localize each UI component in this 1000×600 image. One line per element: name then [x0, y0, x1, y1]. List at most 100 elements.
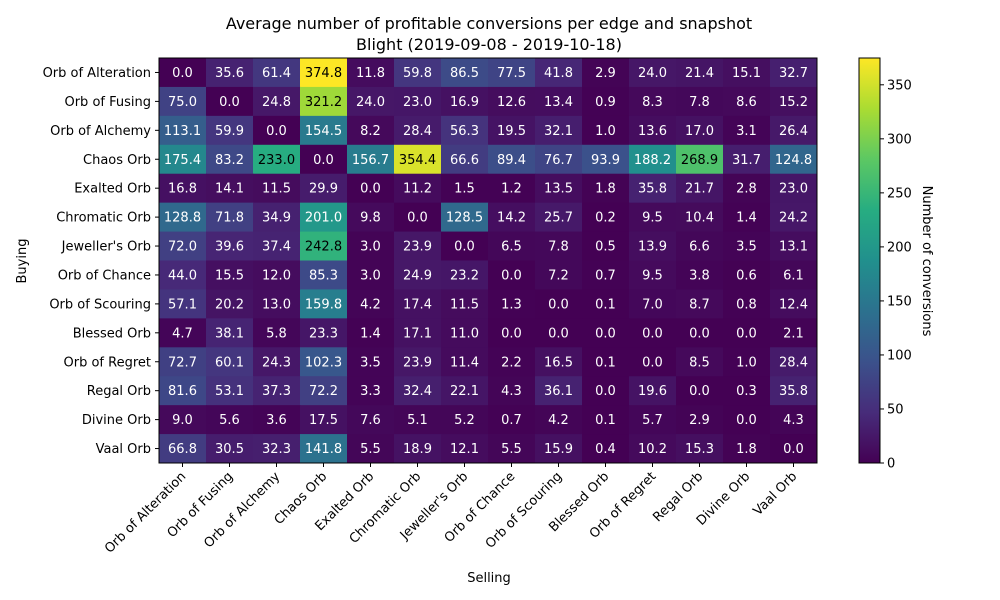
heatmap-cell [300, 347, 348, 377]
cell-value-label: 66.6 [450, 153, 479, 168]
heatmap-cell [206, 289, 254, 319]
heatmap-cell [441, 58, 489, 88]
cell-value-label: 154.5 [305, 124, 342, 139]
cell-value-label: 15.2 [779, 95, 808, 110]
heatmap-cell [206, 376, 254, 406]
cell-value-label: 7.0 [642, 297, 663, 312]
cell-value-label: 35.8 [779, 384, 808, 399]
heatmap-cell [488, 376, 536, 406]
heatmap-cell [488, 347, 536, 377]
y-tick-label: Orb of Chance [58, 268, 151, 283]
cell-value-label: 23.0 [779, 182, 808, 197]
heatmap-cell [488, 289, 536, 319]
cell-value-label: 30.5 [215, 442, 244, 457]
cell-value-label: 5.5 [360, 442, 381, 457]
heatmap-cell [253, 347, 301, 377]
cell-value-label: 4.3 [783, 413, 804, 428]
heatmap-cell [347, 289, 395, 319]
heatmap-cell [770, 58, 818, 88]
heatmap-cell [253, 231, 301, 261]
cell-value-label: 16.9 [450, 95, 479, 110]
cell-value-label: 8.6 [736, 95, 757, 110]
heatmap-cell [159, 115, 207, 146]
heatmap-cell [347, 260, 395, 290]
cell-value-label: 35.6 [215, 66, 244, 81]
cell-value-label: 21.4 [685, 66, 714, 81]
cell-value-label: 2.1 [783, 326, 804, 341]
heatmap-cell [582, 86, 630, 117]
heatmap-cell [159, 376, 207, 406]
cell-value-label: 6.1 [783, 268, 804, 283]
heatmap-cell [723, 260, 771, 290]
cell-value-label: 6.5 [501, 240, 522, 255]
cell-value-label: 0.0 [548, 297, 569, 312]
heatmap-cell [253, 318, 301, 348]
cell-value-label: 0.7 [595, 268, 616, 283]
heatmap-cell [159, 144, 207, 175]
heatmap-cell [723, 376, 771, 406]
cell-value-label: 0.0 [595, 384, 616, 399]
cell-value-label: 44.0 [168, 268, 197, 283]
heatmap-cell [347, 58, 395, 88]
heatmap-cell [723, 318, 771, 348]
heatmap-cell [300, 405, 348, 435]
heatmap-cell [582, 318, 630, 348]
cell-value-label: 15.3 [685, 442, 714, 457]
heatmap-cell [629, 86, 677, 117]
cell-value-label: 0.1 [595, 355, 616, 370]
heatmap-cell [535, 260, 583, 290]
cell-value-label: 128.8 [164, 211, 201, 226]
cell-value-label: 32.7 [779, 66, 808, 81]
cell-value-label: 29.9 [309, 182, 338, 197]
heatmap-cell [770, 202, 818, 233]
heatmap-cell [770, 260, 818, 290]
heatmap-cell [488, 405, 536, 435]
heatmap-cell [770, 405, 818, 435]
cell-value-label: 0.0 [501, 268, 522, 283]
heatmap-cell [488, 86, 536, 117]
cell-value-label: 11.5 [450, 297, 479, 312]
cell-value-label: 15.1 [732, 66, 761, 81]
heatmap-cell [300, 289, 348, 319]
cell-value-label: 7.6 [360, 413, 381, 428]
cell-value-label: 37.3 [262, 384, 291, 399]
cell-value-label: 1.8 [736, 442, 757, 457]
heatmap-cell [159, 434, 207, 464]
heatmap-cell [206, 173, 254, 204]
y-tick-label: Chromatic Orb [56, 211, 151, 226]
heatmap-cell [206, 347, 254, 377]
heatmap-cell [394, 405, 442, 435]
cell-value-label: 2.8 [736, 182, 757, 197]
cell-value-label: 2.9 [595, 66, 616, 81]
heatmap-cell [159, 202, 207, 233]
cell-value-label: 9.5 [642, 211, 663, 226]
cell-value-label: 53.1 [215, 384, 244, 399]
colorbar-frame [858, 57, 881, 464]
heatmap-cell [253, 260, 301, 290]
heatmap-cell [253, 405, 301, 435]
heatmap-cell [394, 144, 442, 175]
heatmap-cell [582, 58, 630, 88]
cell-value-label: 75.0 [168, 95, 197, 110]
heatmap-cell [488, 434, 536, 464]
heatmap-cell [394, 58, 442, 88]
heatmap-cell [159, 289, 207, 319]
cell-value-label: 14.2 [497, 211, 526, 226]
heatmap-cell [300, 231, 348, 261]
cell-value-label: 4.2 [548, 413, 569, 428]
heatmap-cell [394, 289, 442, 319]
heatmap-cell [300, 376, 348, 406]
cell-value-label: 7.2 [548, 268, 569, 283]
cell-value-label: 175.4 [164, 153, 201, 168]
cell-value-label: 0.5 [595, 240, 616, 255]
colorbar-tick-label: 350 [887, 78, 912, 93]
heatmap-cell [159, 86, 207, 117]
heatmap-cell [159, 260, 207, 290]
cell-value-label: 85.3 [309, 268, 338, 283]
cell-value-label: 15.5 [215, 268, 244, 283]
cell-value-label: 5.1 [407, 413, 428, 428]
heatmap-cell [676, 376, 724, 406]
cell-value-label: 71.8 [215, 211, 244, 226]
y-tick-label: Jeweller's Orb [61, 240, 151, 255]
cell-value-label: 1.3 [501, 297, 522, 312]
